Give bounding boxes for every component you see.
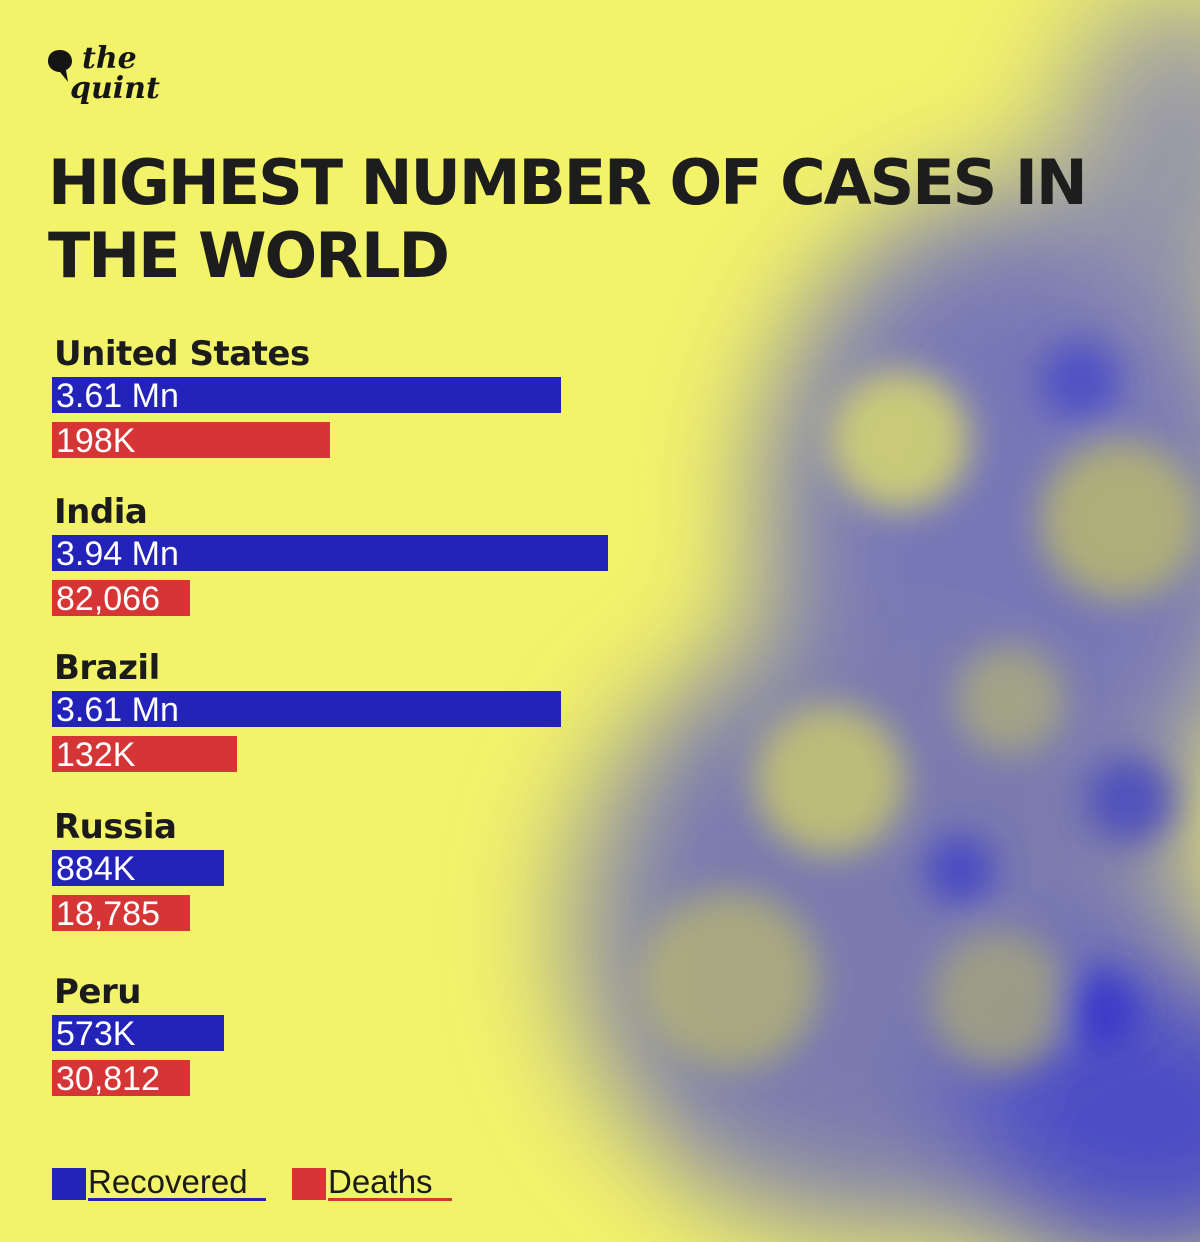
value-label-recovered-india: 3.94 Mn bbox=[56, 535, 179, 573]
country-label-peru: Peru bbox=[54, 972, 141, 1012]
value-label-recovered-russia: 884K bbox=[56, 850, 136, 888]
bar-recovered-united-states bbox=[52, 377, 561, 413]
country-label-russia: Russia bbox=[54, 807, 177, 847]
value-label-deaths-brazil: 132K bbox=[56, 736, 136, 774]
value-label-deaths-india: 82,066 bbox=[56, 580, 160, 618]
value-label-recovered-united-states: 3.61 Mn bbox=[56, 377, 179, 415]
value-label-recovered-peru: 573K bbox=[56, 1015, 136, 1053]
bar-recovered-peru bbox=[52, 1015, 224, 1051]
legend-label-recovered: Recovered bbox=[88, 1163, 248, 1200]
bar-recovered-brazil bbox=[52, 691, 561, 727]
brand-line-1: the bbox=[82, 41, 137, 76]
brand-line-2: quint bbox=[70, 71, 160, 106]
value-label-recovered-brazil: 3.61 Mn bbox=[56, 691, 179, 729]
chart-title: HIGHEST NUMBER OF CASES IN THE WORLD bbox=[48, 146, 1088, 292]
legend-label-deaths: Deaths bbox=[328, 1163, 433, 1200]
country-label-united-states: United States bbox=[54, 334, 310, 374]
brand-wordmark: the quint bbox=[70, 41, 160, 104]
bar-deaths-brazil bbox=[52, 736, 237, 772]
bar-deaths-india bbox=[52, 580, 190, 616]
legend-swatch-deaths bbox=[292, 1168, 326, 1200]
value-label-deaths-peru: 30,812 bbox=[56, 1060, 160, 1098]
bar-recovered-india bbox=[52, 535, 608, 571]
value-label-deaths-united-states: 198K bbox=[56, 422, 136, 460]
country-label-india: India bbox=[54, 492, 148, 532]
speech-bubble-icon bbox=[48, 50, 72, 82]
country-label-brazil: Brazil bbox=[54, 648, 160, 688]
bar-deaths-russia bbox=[52, 895, 190, 931]
bar-deaths-united-states bbox=[52, 422, 330, 458]
value-label-deaths-russia: 18,785 bbox=[56, 895, 160, 933]
legend-underline-recovered bbox=[88, 1198, 266, 1201]
bar-recovered-russia bbox=[52, 850, 224, 886]
bar-deaths-peru bbox=[52, 1060, 190, 1096]
legend-swatch-recovered bbox=[52, 1168, 86, 1200]
legend-underline-deaths bbox=[328, 1198, 452, 1201]
brand-logo: the quint bbox=[46, 44, 176, 124]
legend: Recovered Deaths bbox=[52, 1164, 652, 1204]
